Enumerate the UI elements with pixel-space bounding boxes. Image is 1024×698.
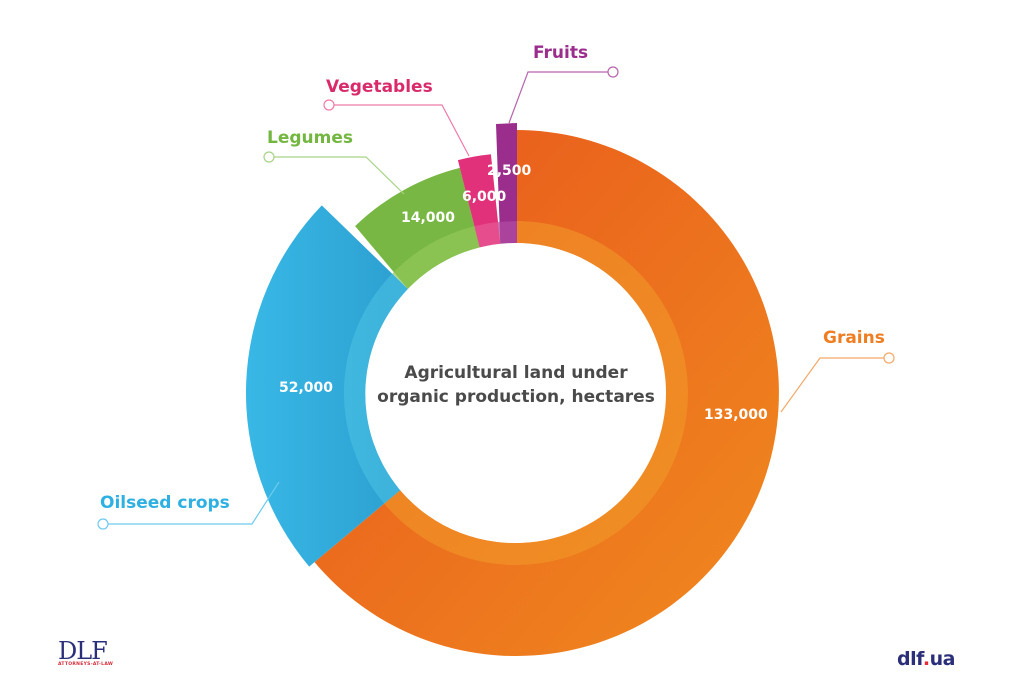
segment-vegetables [457,154,501,248]
logo-tld: ua [929,648,956,670]
segment-oilseed [245,205,409,567]
dlf-logo-mark: DLF [58,637,108,665]
dlf-logo-subtitle: ATTORNEYS-AT-LAW [58,662,114,667]
value-fruits: 2,500 [487,163,532,179]
value-vegetables: 6,000 [462,189,507,205]
value-oilseed: 52,000 [279,380,333,396]
label-vegetables: Vegetables [326,77,433,97]
label-grains: Grains [823,328,885,348]
donut-hole [366,243,666,543]
value-grains: 133,000 [704,407,768,423]
dlf-logo: DLF ATTORNEYS-AT-LAW [58,637,118,670]
segment-fruits [496,123,517,244]
chart-title-line1: Agricultural land under [404,363,628,383]
leader-lines [97,66,895,530]
dlf-ua-logo: dlf.ua [897,648,955,670]
segment-legumes [355,167,480,290]
label-legumes: Legumes [267,128,353,148]
chart-title-line2: organic production, hectares [377,387,655,407]
logo-main: dlf [897,648,923,670]
segment-grains [314,130,779,656]
value-legumes: 14,000 [401,210,455,226]
label-oilseed: Oilseed crops [100,493,230,513]
label-fruits: Fruits [533,43,588,63]
logo-dot: . [922,648,930,670]
